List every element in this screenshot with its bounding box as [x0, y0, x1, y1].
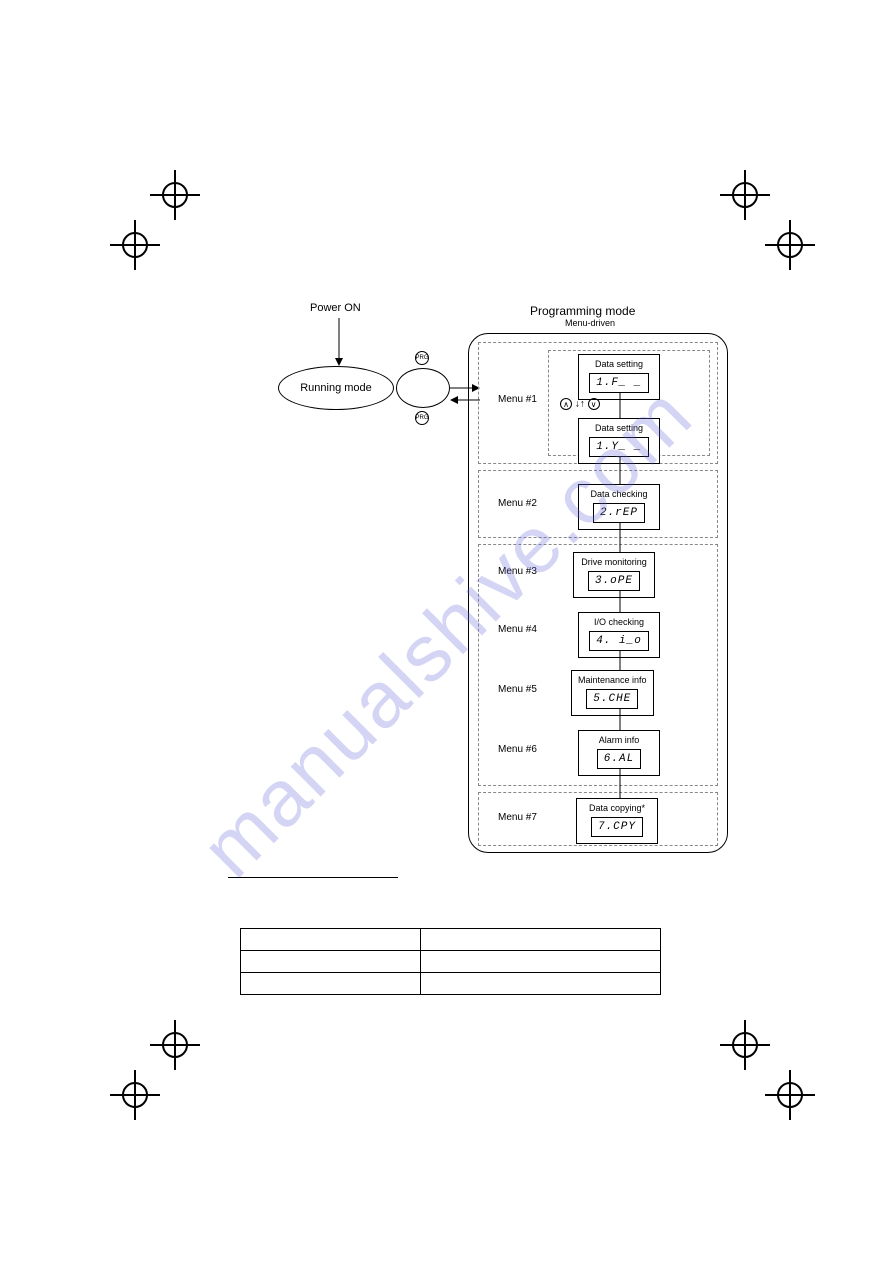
- prg-button-bot-icon: PRG: [415, 411, 429, 425]
- regmark-icon: [720, 170, 770, 220]
- divider-line: [228, 877, 398, 878]
- running-mode-node: Running mode: [278, 366, 394, 410]
- node-title: Data setting: [585, 359, 653, 369]
- prog-mode-sub: Menu-driven: [565, 318, 615, 328]
- segment-display: 1.F_ _: [589, 373, 649, 393]
- connector-ellipse: [396, 368, 450, 408]
- node-connector-lines: [618, 392, 622, 842]
- empty-table: [240, 928, 661, 995]
- power-on-label: Power ON: [310, 302, 361, 314]
- node-title: Data copying*: [583, 803, 651, 813]
- table-row: [241, 973, 661, 995]
- regmark-icon: [720, 1020, 770, 1070]
- menu-node: Drive monitoring 3.oPE: [573, 552, 655, 598]
- menu-node: Maintenance info 5.CHE: [571, 670, 654, 716]
- menu-node: Data copying* 7.CPY: [576, 798, 658, 844]
- prg-button-top-icon: PRG: [415, 351, 429, 365]
- up-down-hint: ∧ ↓↑ ∨: [560, 398, 600, 410]
- menu-label: Menu #6: [498, 744, 537, 755]
- table-row: [241, 951, 661, 973]
- up-icon: ∧: [560, 398, 572, 410]
- regmark-icon: [150, 170, 200, 220]
- arrows-icon: ↓↑: [575, 399, 585, 410]
- regmark-icon: [765, 1070, 815, 1120]
- regmark-icon: [110, 1070, 160, 1120]
- page-root: manualshive.com Power ON Running mode PR…: [0, 0, 893, 1263]
- menu-label: Menu #1: [498, 394, 537, 405]
- menu-label: Menu #7: [498, 812, 537, 823]
- node-title: Maintenance info: [578, 675, 647, 685]
- table-row: [241, 929, 661, 951]
- regmark-icon: [150, 1020, 200, 1070]
- regmark-icon: [765, 220, 815, 270]
- regmark-icon: [110, 220, 160, 270]
- running-mode-label: Running mode: [300, 382, 372, 394]
- segment-display: 3.oPE: [588, 571, 640, 591]
- segment-display: 7.CPY: [591, 817, 643, 837]
- node-title: Drive monitoring: [580, 557, 648, 567]
- prog-mode-title: Programming mode: [530, 304, 635, 318]
- segment-display: 5.CHE: [586, 689, 638, 709]
- menu-label: Menu #3: [498, 566, 537, 577]
- arrow-power-to-running: [333, 318, 345, 366]
- menu-label: Menu #4: [498, 624, 537, 635]
- menu-label: Menu #5: [498, 684, 537, 695]
- menu-label: Menu #2: [498, 498, 537, 509]
- down-icon: ∨: [588, 398, 600, 410]
